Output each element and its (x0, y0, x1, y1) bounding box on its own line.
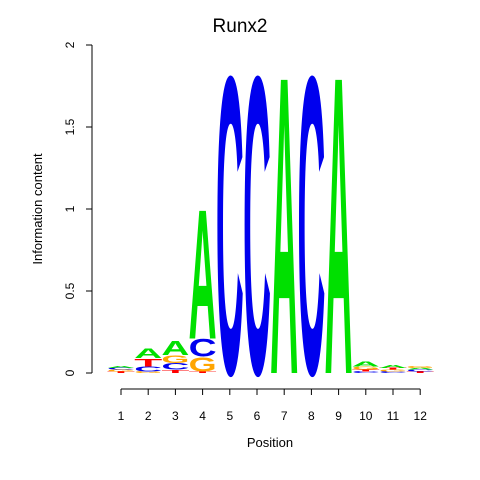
logo-letter-t: T (107, 371, 135, 374)
logo-letter-a: A (270, 0, 298, 465)
logo-letter-t: T (161, 369, 189, 374)
logo-letter-c: C (406, 369, 434, 372)
logo-letter-a: A (107, 366, 135, 369)
x-tick-label: 1 (118, 409, 125, 423)
logo-letter-g: G (406, 366, 434, 369)
x-tick-label: 4 (199, 409, 206, 423)
logo-letter-a: A (379, 364, 407, 369)
x-axis: 1 2 3 4 5 6 7 8 9 10 11 12 (118, 388, 428, 423)
x-tick-label: 10 (359, 409, 373, 423)
logo-letter-a: A (134, 346, 162, 361)
logo-letter-c: C (352, 371, 380, 374)
logo-letter-g: G (189, 353, 217, 376)
x-tick-label: 6 (254, 409, 261, 423)
logo-letter-a: A (406, 368, 434, 371)
logo-letter-c: C (107, 368, 135, 371)
y-tick-label: 1.5 (63, 118, 77, 135)
logo-letter-a: A (352, 360, 380, 368)
y-axis: 0 0.5 1 1.5 2 (63, 41, 93, 376)
logo-letter-c: C (161, 361, 189, 371)
chart-title: Runx2 (213, 16, 268, 37)
logo-letter-a: A (161, 336, 189, 359)
logo-letter-g: G (161, 353, 189, 366)
logo-letter-a: A (325, 0, 353, 465)
x-tick-label: 5 (226, 409, 233, 423)
logo-letter-t: T (406, 371, 434, 374)
logo-letter-c: C (243, 0, 271, 465)
logo-letter-t: T (379, 368, 407, 371)
x-axis-label: Position (247, 435, 293, 450)
logo-letter-g: G (134, 371, 162, 374)
logo-letter-c: C (134, 365, 162, 373)
logo-letter-g: G (107, 369, 135, 372)
logo-letter-g: G (352, 366, 380, 371)
x-tick-label: 2 (145, 409, 152, 423)
logo-letter-a: A (189, 172, 217, 378)
logo-letter-t: T (134, 356, 163, 369)
logo-letter-c: C (216, 0, 244, 465)
x-tick-label: 3 (172, 409, 179, 423)
x-tick-label: 9 (335, 409, 342, 423)
logo-letter-g: G (379, 369, 407, 372)
y-axis-label: Information content (30, 153, 45, 265)
logo-letter-t: T (352, 369, 380, 372)
logo-letter-c: C (297, 0, 325, 465)
x-tick-label: 11 (387, 409, 400, 423)
x-tick-label: 12 (414, 409, 428, 423)
y-tick-label: 2 (63, 41, 77, 48)
y-tick-label: 0.5 (63, 282, 77, 299)
x-tick-label: 7 (281, 409, 288, 423)
x-tick-label: 8 (308, 409, 315, 423)
logo-letter-c: C (189, 333, 217, 362)
y-tick-label: 0 (63, 369, 77, 376)
y-tick-label: 1 (63, 205, 77, 212)
logo-letter-c: C (379, 371, 407, 374)
logo-letter-t: T (189, 371, 217, 374)
